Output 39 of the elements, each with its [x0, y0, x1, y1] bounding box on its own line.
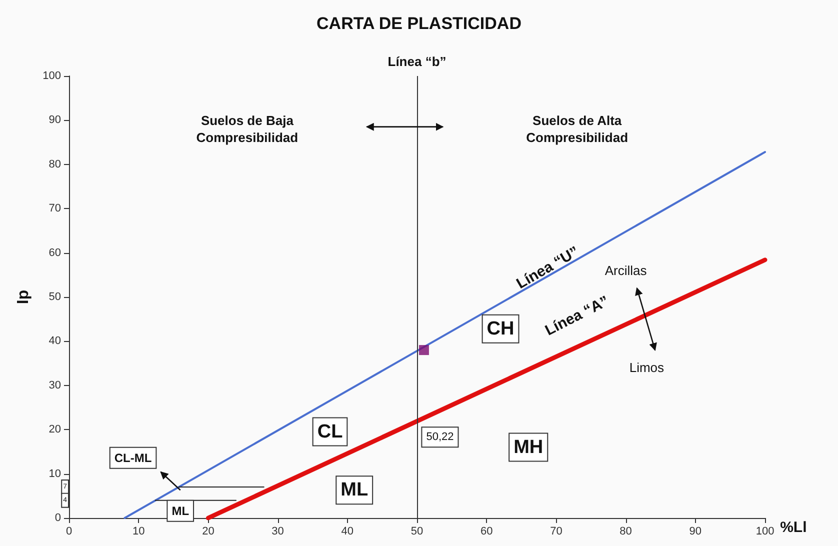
x-tick-label: 80: [620, 526, 632, 538]
annotation: Suelos de Baja Compresibilidad: [196, 113, 298, 146]
annotation: CL: [317, 421, 344, 442]
y-tick-label: 60: [48, 246, 61, 259]
y-tick-label: 30: [48, 379, 61, 392]
x-tick-label: 0: [66, 526, 72, 538]
x-tick-label: 20: [202, 526, 214, 538]
annotation: Línea “A”: [542, 292, 612, 340]
annotation: Arcillas: [604, 262, 648, 278]
x-tick-label: 40: [341, 526, 354, 538]
annotation: Limos: [629, 360, 665, 376]
y-tick-label: 50: [48, 291, 61, 303]
y-tick-label: 10: [48, 468, 61, 480]
x-tick-label: 50: [410, 526, 424, 538]
y-tick-label: 80: [48, 158, 61, 170]
x-tick-label: 100: [756, 526, 774, 538]
y-tick-label: 20: [48, 424, 61, 436]
x-tick-label: 70: [550, 526, 562, 538]
annotation: Suelos de Alta Compresibilidad: [526, 113, 628, 146]
chart-title: CARTA DE PLASTICIDAD: [316, 14, 522, 33]
annotation: CL-ML: [114, 450, 152, 465]
annotation: 50,22: [426, 431, 454, 444]
x-axis-title: %Ll: [780, 519, 807, 536]
x-tick-label: 30: [272, 526, 284, 538]
y-tick-label: 100: [42, 70, 61, 82]
x-tick-label: 60: [480, 526, 493, 538]
y-tick-label: 70: [48, 202, 61, 215]
y-axis-title: Ip: [15, 290, 32, 304]
x-tick-label: 10: [132, 526, 145, 538]
y-tick-label: 0: [54, 512, 61, 524]
y-tick-label: 40: [48, 335, 61, 348]
y-tick-label: 90: [48, 114, 61, 126]
annotation: CH: [486, 318, 514, 340]
annotation: Línea “U”: [514, 243, 582, 292]
annotation: MH: [514, 436, 544, 458]
ref-line-label: Línea “b”: [388, 54, 446, 69]
annotation: ML: [340, 480, 368, 501]
x-tick-label: 90: [689, 526, 702, 538]
annotation: ML: [172, 504, 190, 518]
